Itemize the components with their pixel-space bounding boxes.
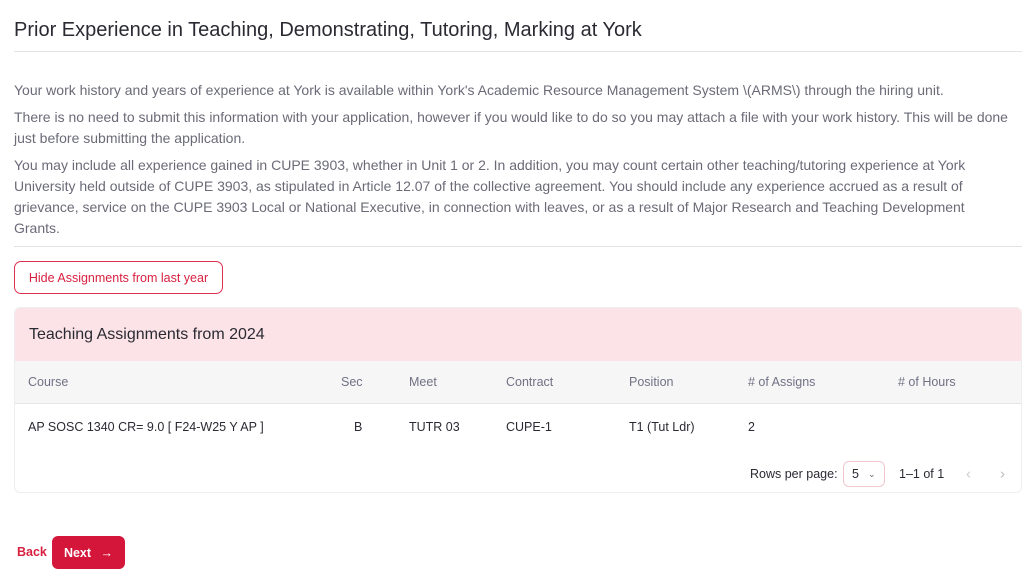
assignments-table-card: Teaching Assignments from 2024 Course Se… [14,307,1022,493]
arrow-right-icon: → [100,545,114,560]
page-range: 1–1 of 1 [899,467,945,481]
cell-course: AP SOSC 1340 CR= 9.0 [ F24-W25 Y AP ] [28,419,264,434]
cell-position: T1 (Tut Ldr) [629,419,695,434]
column-header-sec[interactable]: Sec [341,375,363,389]
divider [14,51,1022,52]
rows-per-page-value: 5 [852,467,859,481]
cell-assigns: 2 [748,419,755,434]
chevron-left-icon[interactable]: ‹ [966,465,971,483]
page-title: Prior Experience in Teaching, Demonstrat… [14,19,642,41]
table-header: Course Sec Meet Contract Position # of A… [15,361,1021,404]
rows-per-page-select[interactable]: 5 ⌄ [843,461,885,487]
column-header-hours[interactable]: # of Hours [898,375,956,389]
paragraph: You may include all experience gained in… [14,157,966,236]
cell-meet: TUTR 03 [409,419,460,434]
chevron-down-icon: ⌄ [867,468,876,479]
paragraph: Your work history and years of experienc… [14,82,944,98]
rows-per-page-label: Rows per page: [750,467,838,481]
column-header-position[interactable]: Position [629,375,674,389]
column-header-course[interactable]: Course [28,375,69,389]
back-button[interactable]: Back [17,545,47,559]
table-row: AP SOSC 1340 CR= 9.0 [ F24-W25 Y AP ] B … [15,404,1021,449]
intro-text: Your work history and years of experienc… [14,80,1014,245]
column-header-assigns[interactable]: # of Assigns [748,375,816,389]
next-button[interactable]: Next → [52,536,125,569]
cell-contract: CUPE-1 [506,419,552,434]
table-title: Teaching Assignments from 2024 [15,308,1021,361]
paragraph: There is no need to submit this informat… [14,109,1008,146]
hide-assignments-button[interactable]: Hide Assignments from last year [14,261,223,294]
column-header-meet[interactable]: Meet [409,375,437,389]
cell-sec: B [354,419,363,434]
next-label: Next [63,545,92,560]
chevron-right-icon[interactable]: › [1000,465,1005,483]
divider [14,246,1022,247]
column-header-contract[interactable]: Contract [506,375,554,389]
pagination: Rows per page: 5 ⌄ 1–1 of 1 ‹ › [15,461,1021,487]
